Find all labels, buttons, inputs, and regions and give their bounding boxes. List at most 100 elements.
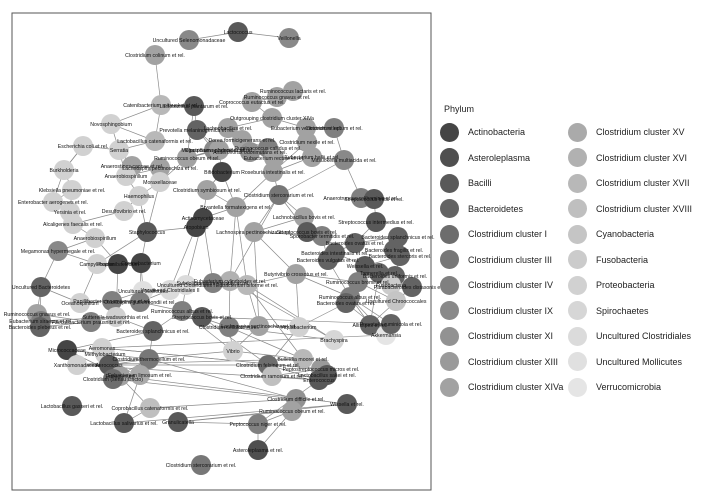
node-label: Bacteroides stercoris et rel.	[369, 254, 432, 260]
network-node	[381, 314, 401, 334]
network-node	[345, 233, 365, 253]
network-edge	[66, 330, 154, 351]
node-label: Clostridium (sensu stricto)	[83, 377, 143, 383]
legend-item: Uncultured Clostridiales	[568, 324, 691, 348]
network-node	[151, 95, 171, 115]
network-edge	[246, 284, 304, 360]
legend-item: Verrucomicrobia	[568, 375, 661, 399]
legend-swatch	[568, 275, 587, 295]
network-node	[191, 455, 211, 475]
node-label: Oscillospira guillermondii et rel.	[104, 300, 176, 306]
node-label: Bacteroides uniformis et rel.	[363, 274, 427, 280]
network-node	[366, 212, 386, 232]
network-node	[150, 158, 170, 178]
network-node	[140, 398, 160, 418]
network-node	[212, 162, 232, 182]
network-node	[150, 172, 170, 192]
legend-swatch	[440, 148, 459, 167]
network-node	[312, 226, 332, 246]
legend-label: Clostridium cluster XV	[596, 127, 685, 137]
node-label: Eubacterium siraeum et rel.	[9, 319, 72, 325]
network-node	[237, 275, 257, 295]
node-label: Roseburia intestinalis et rel.	[241, 170, 305, 176]
node-label: Clostridium nexile et rel.	[279, 140, 334, 146]
legend-swatch	[440, 326, 459, 346]
network-edge	[228, 326, 304, 360]
legend-label: Spirochaetes	[596, 305, 649, 316]
node-label: Aquabacterium	[282, 325, 317, 331]
node-label: Actinomycetaceae	[182, 216, 225, 222]
node-label: Anaerobiospirillum	[74, 236, 117, 242]
node-label: Lachnospira pectinoschiza et rel.	[221, 324, 297, 330]
legend-label: Clostridium cluster XI	[468, 331, 554, 341]
network-edge	[278, 159, 345, 196]
network-node	[85, 228, 105, 248]
node-label: Bacteroides vulgatus et rel.	[297, 258, 360, 264]
legend-item: Asteroleplasma	[440, 146, 530, 170]
network-node	[242, 92, 262, 112]
network-node	[223, 341, 243, 361]
network-edge	[253, 231, 260, 327]
network-node	[48, 241, 68, 261]
network-node	[160, 280, 180, 300]
network-nodes: Lactococcus Veillonella Uncultured Selenom…	[4, 22, 440, 475]
node-label: Streptococcus intermedius et rel.	[338, 220, 414, 226]
node-label: Lactococcus	[224, 30, 253, 36]
node-label: Ruminococcus albus et rel.	[319, 295, 381, 301]
node-label: Bifidobacterium	[204, 170, 240, 176]
network-node	[70, 293, 90, 313]
node-label: Eubacterium rectale et rel.	[244, 156, 305, 162]
network-node	[186, 217, 206, 237]
network-node	[177, 148, 197, 168]
node-label: Uncultured Clostridiales I	[157, 283, 215, 289]
legend-label: Actinobacteria	[468, 127, 526, 137]
legend-swatch	[568, 352, 587, 371]
node-label: Faecalibacterium prausnitzii et rel.	[52, 320, 131, 326]
network-node	[130, 365, 150, 385]
network-node	[145, 45, 165, 65]
network-node	[81, 312, 101, 332]
node-label: Enterococcus	[303, 378, 335, 384]
legend-label: Proteobacteria	[596, 280, 655, 290]
node-label: Ruminococcus obeum et rel.	[259, 409, 325, 415]
node-label: Campylobacter	[80, 262, 115, 268]
legend-swatch	[568, 326, 587, 346]
network-node	[179, 30, 199, 50]
node-label: Bacteroides fragilis et rel.	[365, 248, 423, 254]
node-label: Veillonella	[277, 36, 300, 42]
legend-label: Clostridium cluster IX	[468, 305, 554, 316]
legend-swatch	[440, 377, 459, 397]
node-labels: Lactococcus Veillonella Uncultured Selenom…	[4, 30, 440, 469]
legend-item: Clostridium cluster XVIII	[568, 197, 692, 221]
node-label: Lactobacillus plantarum et rel.	[160, 104, 229, 110]
legend-swatch	[568, 250, 587, 269]
node-label: Mitsuokella multiacida et rel.	[311, 158, 376, 164]
network-node	[101, 114, 121, 134]
node-label: Anaerostipes caccae et rel.	[101, 164, 164, 170]
network-node	[283, 81, 303, 101]
node-label: Weissella et rel.	[347, 264, 384, 270]
legend-item: Spirochaetes	[568, 299, 649, 323]
legend-swatch	[568, 173, 587, 193]
node-label: Anaerotruncus colihominis et rel.	[323, 196, 398, 202]
legend-item: Clostridium cluster III	[440, 248, 552, 272]
network-node	[282, 401, 302, 421]
network-node	[114, 201, 134, 221]
legend-item: Bacteroidetes	[440, 197, 523, 221]
node-label: Sutterella wadsworthia et rel.	[83, 315, 150, 321]
network-node	[176, 275, 196, 295]
node-label: Burkholderia	[49, 168, 78, 174]
network-node	[102, 291, 122, 311]
network-node	[360, 315, 380, 335]
legend: Phylum Actinobacteria Asteroleplasma Bacil…	[440, 100, 720, 400]
network-node	[218, 118, 238, 138]
legend-label: Cyanobacteria	[596, 229, 655, 239]
legend-swatch	[440, 352, 459, 371]
node-label: Clostridium stercorarium et rel.	[244, 193, 315, 199]
node-label: Clostridium symbiosum et rel.	[173, 188, 241, 194]
legend-label: Clostridium cluster I	[468, 229, 548, 239]
node-label: Dorea formicigenerans et rel.	[209, 138, 276, 144]
network-node	[262, 366, 282, 386]
node-label: Aeromonas	[89, 346, 116, 352]
node-label: Anaerobiospirillum	[105, 174, 148, 180]
